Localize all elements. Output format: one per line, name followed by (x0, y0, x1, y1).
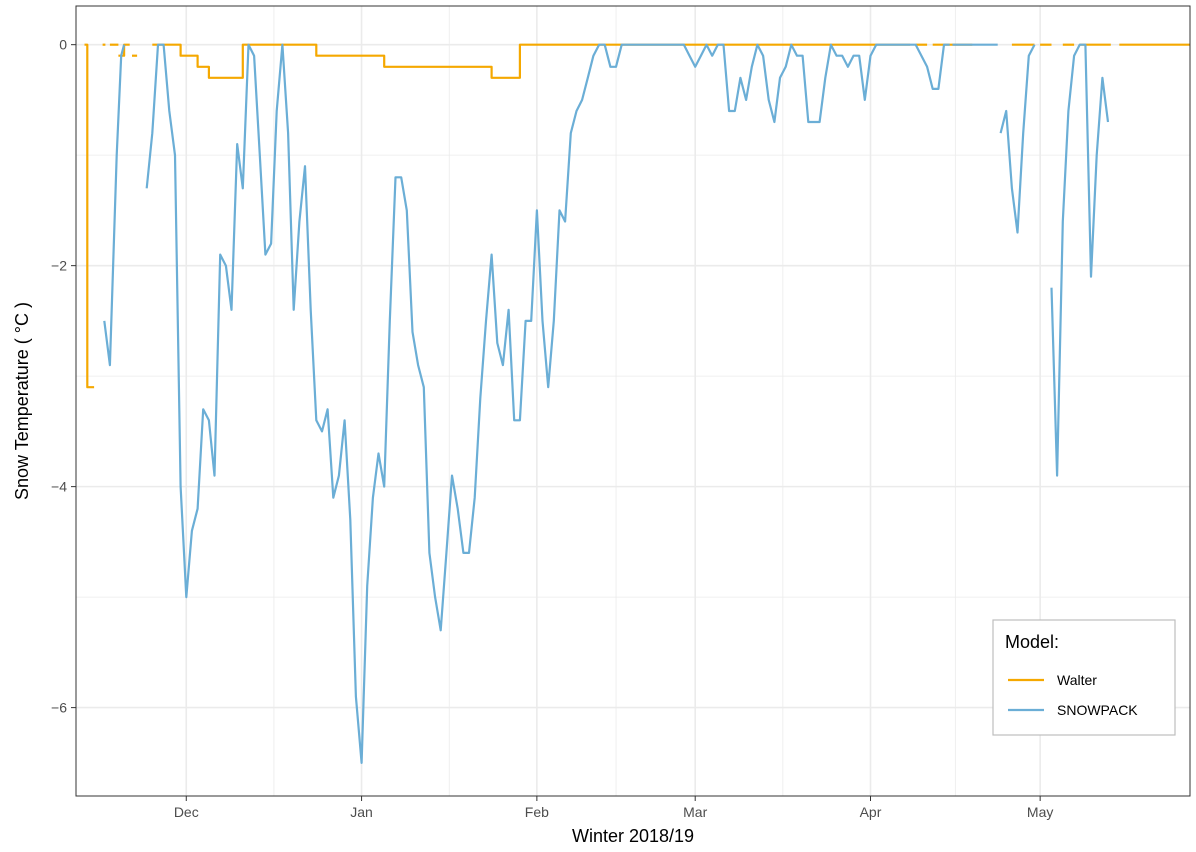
y-axis: 0 −2 −4 −6 (51, 37, 76, 716)
y-tick-label-2: −4 (51, 479, 67, 495)
x-tick-label-1: Jan (350, 804, 373, 820)
panel-border (75, 5, 1191, 797)
series-snowpack (103, 43, 1110, 765)
walter-line-segment-5 (152, 43, 911, 79)
x-axis-title: Winter 2018/19 (572, 826, 694, 846)
legend-label-snowpack: SNOWPACK (1057, 702, 1138, 718)
x-axis: Dec Jan Feb Mar Apr May (174, 796, 1053, 820)
walter-line-segment-0 (84, 43, 95, 389)
legend: Model: Walter SNOWPACK (992, 619, 1176, 736)
snowpack-line-segment-3 (999, 44, 1036, 234)
legend-box (992, 619, 1176, 736)
y-tick-label-0: 0 (59, 37, 67, 53)
x-tick-label-4: Apr (860, 804, 882, 820)
snowpack-line-segment-4 (1050, 43, 1110, 477)
x-tick-label-5: May (1027, 804, 1053, 820)
plot-area (84, 43, 1190, 765)
x-tick-label-0: Dec (174, 804, 199, 820)
legend-label-walter: Walter (1057, 672, 1097, 688)
y-tick-label-3: −6 (51, 700, 67, 716)
y-axis-title: Snow Temperature ( °C ) (12, 302, 32, 500)
x-tick-label-3: Mar (683, 804, 707, 820)
x-tick-label-2: Feb (525, 804, 549, 820)
y-tick-label-1: −2 (51, 258, 67, 274)
snowpack-line-segment-1 (145, 43, 950, 765)
snowpack-line-segment-0 (103, 44, 126, 367)
legend-title: Model: (1005, 632, 1059, 652)
